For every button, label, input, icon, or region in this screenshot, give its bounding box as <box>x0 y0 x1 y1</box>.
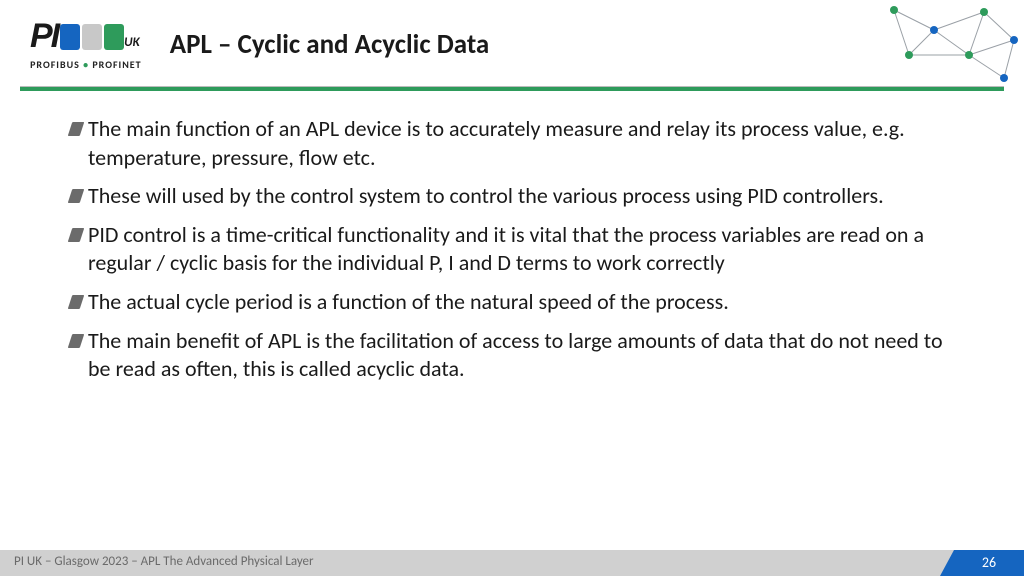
logo-square-blue <box>60 24 80 50</box>
bullet-item: PID control is a time-critical functiona… <box>70 221 954 278</box>
page-number: 26 <box>954 550 1024 576</box>
slide-header: PI UK PROFIBUS • PROFINET APL – Cyclic a… <box>0 0 1024 78</box>
bullet-icon <box>68 122 85 136</box>
footer-text: PI UK – Glasgow 2023 – APL The Advanced … <box>0 550 954 576</box>
bullet-icon <box>68 334 85 348</box>
bullet-text: The main benefit of APL is the facilitat… <box>88 327 954 384</box>
bullet-text: The actual cycle period is a function of… <box>88 288 954 317</box>
slide-footer: PI UK – Glasgow 2023 – APL The Advanced … <box>0 550 1024 576</box>
logo-uk-text: UK <box>124 35 140 50</box>
network-decoration <box>874 0 1024 90</box>
bullet-text: PID control is a time-critical functiona… <box>88 221 954 278</box>
bullet-item: These will used by the control system to… <box>70 182 954 211</box>
bullet-icon <box>68 295 85 309</box>
slide-content: The main function of an APL device is to… <box>0 91 1024 384</box>
slide-title: APL – Cyclic and Acyclic Data <box>170 28 490 61</box>
logo-square-gray <box>82 24 102 50</box>
bullet-icon <box>68 228 85 242</box>
bullet-item: The main function of an APL device is to… <box>70 115 954 172</box>
bullet-text: These will used by the control system to… <box>88 182 954 211</box>
bullet-item: The actual cycle period is a function of… <box>70 288 954 317</box>
bullet-item: The main benefit of APL is the facilitat… <box>70 327 954 384</box>
logo-pi-text: PI <box>30 17 58 56</box>
bullet-icon <box>68 189 85 203</box>
bullet-text: The main function of an APL device is to… <box>88 115 954 172</box>
pi-uk-logo: PI UK PROFIBUS • PROFINET <box>30 17 142 71</box>
logo-subtitle: PROFIBUS • PROFINET <box>30 58 142 71</box>
logo-square-green <box>104 24 124 50</box>
